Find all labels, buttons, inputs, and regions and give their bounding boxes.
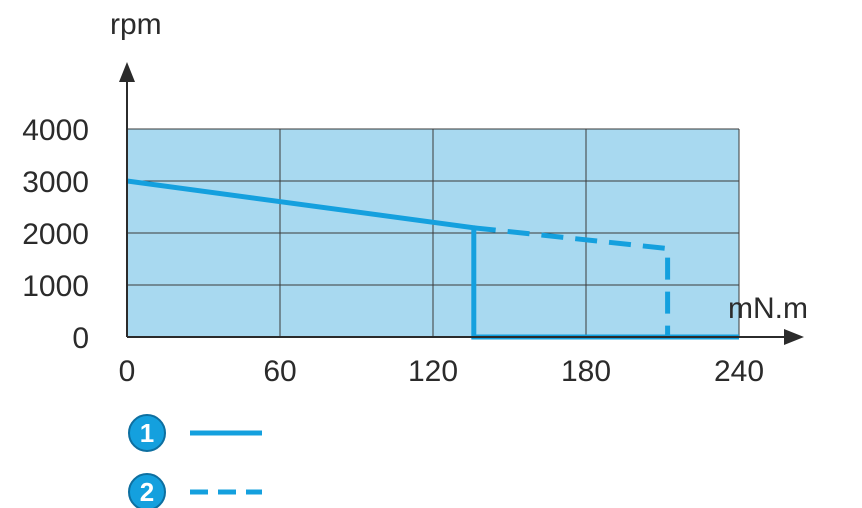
y-tick-label-4000: 4000 bbox=[22, 114, 89, 147]
y-tick-label-0: 0 bbox=[72, 322, 89, 355]
x-tick-label-0: 0 bbox=[119, 355, 136, 388]
y-tick-label-2000: 2000 bbox=[22, 218, 89, 251]
legend-number-1: 1 bbox=[140, 418, 154, 448]
legend: 12 bbox=[128, 414, 262, 508]
y-axis-arrow-icon bbox=[119, 62, 135, 82]
legend-marker-1 bbox=[128, 414, 166, 452]
x-tick-label-180: 180 bbox=[561, 355, 611, 388]
x-tick-label-120: 120 bbox=[408, 355, 458, 388]
series-line-2 bbox=[473, 225, 671, 337]
grid-lines bbox=[127, 128, 740, 337]
y-axis-label: rpm bbox=[110, 8, 162, 41]
x-tick-label-240: 240 bbox=[714, 355, 764, 388]
x-tick-label-60: 60 bbox=[263, 355, 296, 388]
y-tick-label-3000: 3000 bbox=[22, 166, 89, 199]
legend-marker-2 bbox=[128, 473, 166, 508]
axes: rpm mN.m bbox=[110, 8, 808, 345]
y-tick-label-1000: 1000 bbox=[22, 270, 89, 303]
legend-number-2: 2 bbox=[140, 477, 154, 507]
x-axis-arrow-icon bbox=[784, 329, 804, 345]
tick-labels: 0 60 120 180 240 0 1000 2000 3000 4000 bbox=[22, 114, 764, 388]
x-axis-label: mN.m bbox=[728, 292, 808, 325]
